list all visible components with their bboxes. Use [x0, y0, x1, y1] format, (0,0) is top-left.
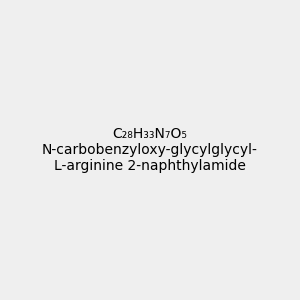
Text: C₂₈H₃₃N₇O₅
N-carbobenzyloxy-glycylglycyl-
L-arginine 2-naphthylamide: C₂₈H₃₃N₇O₅ N-carbobenzyloxy-glycylglycyl… — [42, 127, 258, 173]
